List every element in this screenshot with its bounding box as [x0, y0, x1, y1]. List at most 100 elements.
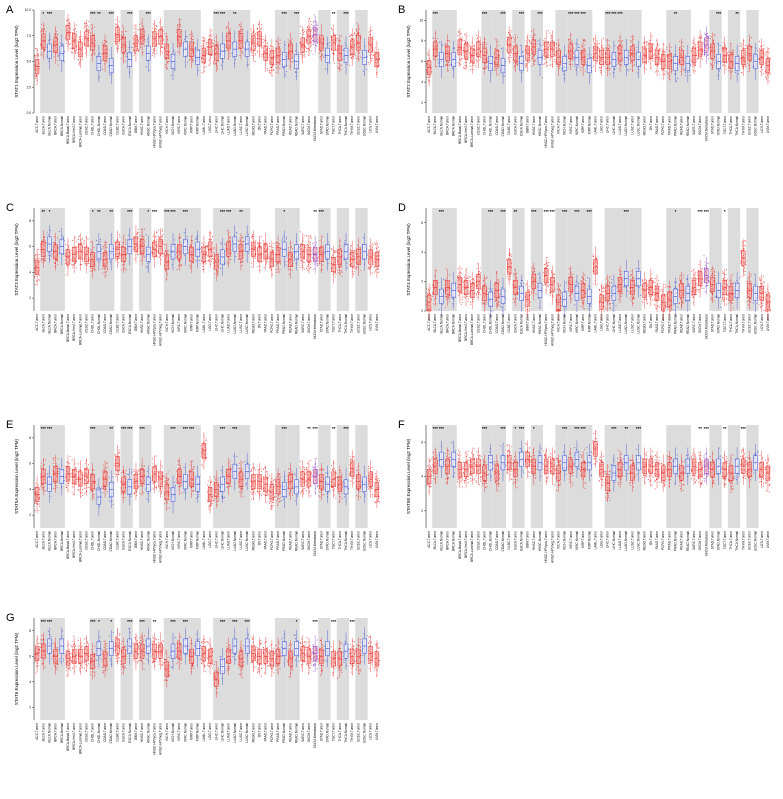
sample-point	[309, 20, 312, 23]
sample-point	[427, 53, 429, 55]
sample-point	[446, 40, 448, 42]
sample-point	[257, 24, 259, 26]
sample-point	[452, 68, 454, 70]
sample-point	[679, 47, 681, 49]
sample-point	[712, 39, 715, 41]
sample-point	[482, 45, 484, 47]
sample-point	[643, 67, 645, 69]
sample-point	[242, 29, 244, 31]
sample-point	[370, 60, 372, 62]
sample-point	[165, 36, 167, 38]
sample-point	[710, 35, 712, 37]
sample-point	[238, 25, 240, 27]
sample-point	[94, 53, 96, 55]
panel-letter: B	[398, 4, 405, 16]
sample-point	[356, 22, 358, 24]
y-tick-label: 7.5	[27, 34, 32, 38]
x-tick-label: HNSC-HPVneg.Tumor	[159, 115, 163, 148]
sample-point	[189, 58, 191, 60]
sample-point	[666, 48, 668, 51]
sample-point	[556, 43, 558, 45]
sample-point	[629, 52, 631, 54]
sample-point	[226, 27, 228, 30]
sample-point	[621, 61, 623, 63]
sample-point	[211, 30, 213, 32]
sample-point	[708, 54, 710, 56]
comparison-band	[225, 10, 238, 113]
significance-stars: ***	[282, 11, 288, 16]
sample-point	[664, 74, 666, 76]
sample-point	[497, 68, 499, 70]
sample-point	[460, 38, 462, 40]
sample-point	[509, 60, 511, 62]
sample-point	[552, 39, 554, 41]
sample-point	[108, 74, 110, 76]
sample-point	[350, 37, 353, 39]
sample-point	[349, 35, 351, 37]
sample-point	[287, 42, 289, 44]
sample-point	[596, 44, 598, 46]
x-tick-label: LUAD.Normal	[624, 116, 628, 136]
sample-point	[313, 20, 315, 22]
sample-point	[630, 35, 632, 37]
sample-point	[358, 28, 360, 30]
sample-point	[301, 57, 303, 59]
x-tick-label: CESC.Tumor	[476, 115, 480, 135]
sample-point	[633, 36, 635, 38]
sample-point	[458, 31, 460, 34]
sample-point	[78, 63, 80, 65]
sample-point	[654, 71, 656, 73]
sample-point	[479, 57, 482, 59]
sample-point	[86, 24, 89, 26]
sample-point	[329, 45, 331, 47]
sample-point	[482, 43, 484, 45]
sample-point	[310, 44, 312, 46]
sample-point	[567, 40, 569, 42]
sample-point	[506, 36, 508, 38]
sample-point	[133, 32, 135, 34]
sample-point	[569, 61, 571, 63]
sample-point	[227, 58, 229, 60]
sample-point	[630, 41, 632, 43]
sample-point	[303, 54, 305, 56]
sample-point	[667, 73, 669, 75]
sample-point	[192, 59, 194, 61]
sample-point	[230, 53, 232, 55]
sample-point	[319, 33, 321, 36]
x-tick-label: HNSC.Tumor	[140, 115, 144, 135]
sample-point	[555, 47, 557, 49]
sample-point	[658, 48, 660, 50]
sample-point	[633, 63, 635, 65]
sample-point	[675, 80, 678, 82]
sample-point	[661, 52, 664, 54]
sample-point	[458, 31, 460, 33]
x-tick-label: CHOL.Tumor	[483, 115, 487, 135]
sample-point	[599, 69, 601, 71]
sample-point	[330, 28, 332, 30]
sample-point	[697, 57, 700, 59]
sample-point	[213, 60, 215, 62]
sample-point	[43, 29, 45, 31]
sample-point	[692, 69, 694, 72]
sample-point	[123, 53, 125, 55]
sample-point	[463, 50, 465, 52]
sample-point	[83, 26, 85, 28]
sample-point	[81, 56, 83, 58]
sample-point	[531, 65, 533, 67]
sample-point	[602, 49, 604, 51]
sample-point	[497, 41, 499, 43]
significance-stars: ***	[294, 11, 300, 16]
sample-point	[464, 41, 467, 43]
sample-point	[143, 45, 145, 47]
sample-point	[569, 42, 571, 44]
sample-point	[476, 37, 478, 40]
sample-point	[151, 27, 154, 29]
sample-point	[660, 49, 662, 51]
sample-point	[250, 28, 252, 30]
sample-point	[593, 42, 596, 44]
sample-point	[378, 54, 380, 56]
sample-point	[146, 44, 148, 47]
sample-point	[699, 36, 701, 38]
sample-point	[155, 25, 158, 27]
sample-point	[292, 61, 294, 63]
